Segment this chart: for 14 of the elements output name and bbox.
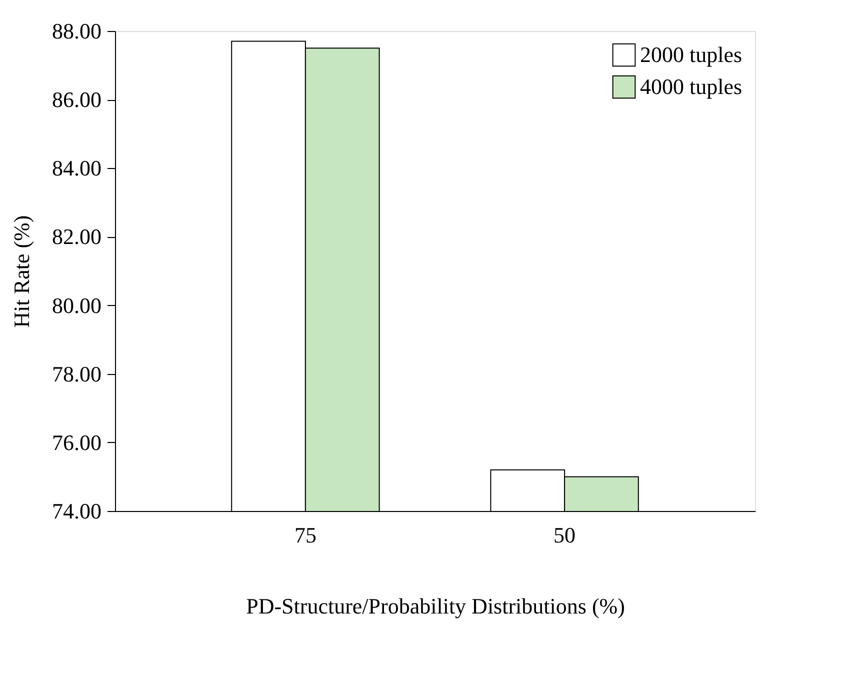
y-tick-label: 84.00 xyxy=(52,156,102,181)
y-tick-label: 88.00 xyxy=(52,18,102,44)
x-axis-title: PD-Structure/Probability Distributions (%) xyxy=(246,594,625,618)
y-tick-label: 86.00 xyxy=(52,87,102,112)
y-tick-label: 78.00 xyxy=(52,361,102,386)
legend-label: 4000 tuples xyxy=(640,74,742,99)
y-axis-title: Hit Rate (%) xyxy=(9,215,34,328)
y-tick-label: 82.00 xyxy=(52,224,102,250)
y-tick-label: 74.00 xyxy=(52,498,102,524)
y-tick-label: 80.00 xyxy=(52,292,102,318)
x-tick-label: 50 xyxy=(554,522,576,548)
y-tick-label: 76.00 xyxy=(52,430,102,455)
legend-label: 2000 tuples xyxy=(640,42,742,67)
x-tick-label: 75 xyxy=(294,522,316,548)
